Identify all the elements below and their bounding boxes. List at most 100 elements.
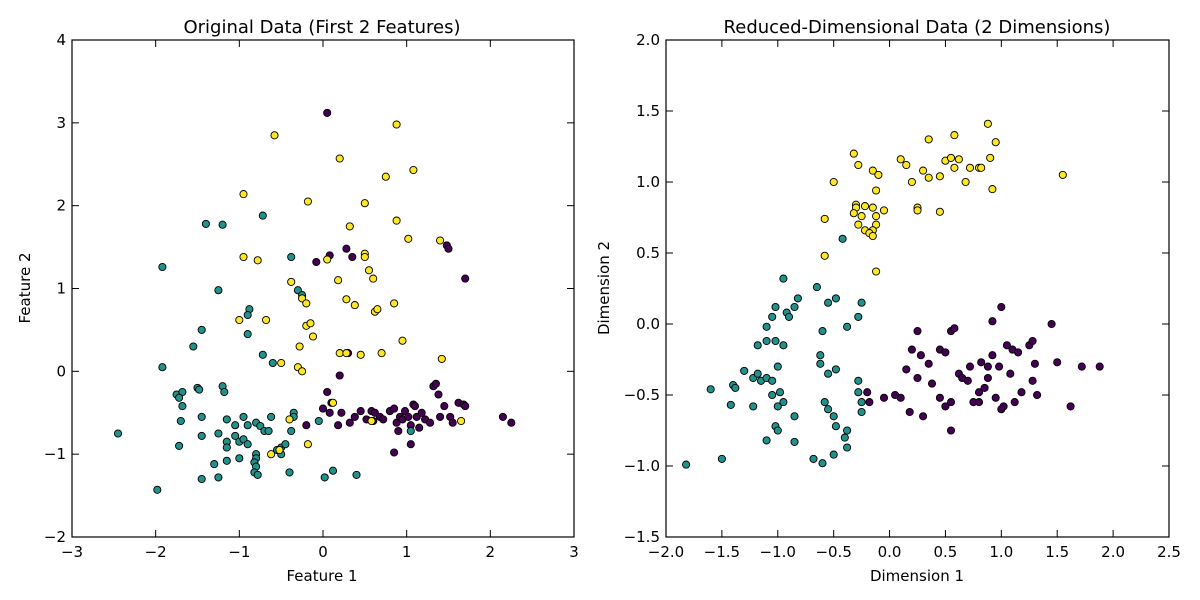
left-point-g1-13 (258, 350, 267, 359)
left-point-g2-9 (345, 222, 354, 231)
left-point-g2-47 (303, 440, 312, 449)
left-point-g1-64 (328, 466, 338, 475)
subplot-right: Reduced-Dimensional Data (2 Dimensions) … (595, 17, 1181, 585)
right-xtick-label-8: 2.0 (1101, 543, 1125, 561)
right-point-g2-33 (913, 206, 922, 215)
right-ytick-label-7: 2.0 (636, 31, 660, 49)
right-point-g1-46 (829, 412, 838, 421)
right-point-g1-34 (706, 385, 715, 394)
right-point-g2-12 (919, 166, 928, 175)
left-point-g1-42 (231, 431, 240, 440)
right-point-g2-46 (872, 267, 881, 276)
right-point-g2-10 (954, 155, 963, 164)
left-point-g1-4 (214, 286, 223, 295)
right-point-g1-28 (816, 359, 825, 368)
left-point-g0-30 (404, 412, 413, 421)
left-point-g2-20 (369, 274, 378, 283)
right-point-g0-26 (902, 365, 911, 374)
right-point-g0-6 (907, 345, 916, 354)
right-point-g0-55 (963, 376, 972, 385)
right-point-g1-57 (818, 459, 827, 468)
right-xtick-label-3: −0.5 (815, 543, 851, 561)
left-chart-title: Original Data (First 2 Features) (183, 17, 460, 38)
left-point-g0-16 (350, 412, 359, 421)
right-point-g0-28 (913, 373, 922, 383)
right-xtick-label-5: 0.5 (934, 543, 958, 561)
right-point-g0-16 (995, 362, 1004, 371)
left-point-g2-37 (356, 350, 365, 359)
right-point-g0-23 (1053, 358, 1062, 367)
right-point-g2-29 (860, 202, 870, 211)
left-point-g2-33 (398, 336, 407, 345)
right-point-g1-26 (768, 376, 777, 385)
right-point-g2-16 (977, 163, 986, 172)
left-point-g2-29 (262, 315, 271, 325)
right-point-g0-13 (977, 358, 986, 367)
left-xtick-label-6: 3 (569, 543, 579, 561)
left-point-g0-1 (312, 257, 321, 267)
left-point-g2-24 (350, 301, 359, 310)
right-point-g0-3 (988, 317, 997, 326)
right-point-g1-4 (790, 302, 799, 312)
right-point-g1-23 (753, 369, 762, 378)
right-point-g0-5 (1047, 319, 1056, 329)
right-point-g0-52 (974, 398, 984, 407)
left-point-g0-50 (507, 418, 516, 427)
left-point-g1-26 (222, 415, 231, 424)
left-point-g0-3 (342, 244, 351, 253)
right-point-g1-36 (775, 388, 785, 397)
left-point-g0-6 (444, 244, 453, 253)
right-point-g2-44 (868, 231, 877, 241)
right-point-g0-46 (905, 407, 914, 417)
left-point-g2-25 (390, 299, 399, 308)
left-point-g2-1 (392, 120, 401, 129)
right-point-g1-44 (773, 402, 782, 411)
left-point-g2-16 (360, 252, 369, 262)
left-point-g2-42 (298, 367, 307, 376)
right-point-g2-21 (868, 166, 877, 175)
right-point-g1-20 (816, 351, 825, 360)
right-point-g1-14 (843, 322, 852, 331)
right-point-g0-0 (913, 327, 922, 336)
left-point-g0-26 (394, 426, 403, 436)
right-point-g0-4 (997, 302, 1006, 312)
right-xtick-label-7: 1.5 (1045, 543, 1069, 561)
right-y-ticks: −1.5 −1.0 −0.5 0.0 0.5 1.0 1.5 2.0 (624, 31, 1169, 546)
left-point-g2-49 (457, 416, 466, 426)
right-ytick-label-5: 1.0 (636, 173, 660, 191)
left-point-g1-36 (175, 441, 184, 450)
left-point-g2-7 (360, 199, 369, 208)
left-point-g0-4 (348, 252, 357, 262)
right-point-g1-29 (824, 369, 833, 378)
left-point-g2-39 (437, 354, 446, 363)
left-ytick-label-6: 4 (56, 31, 66, 49)
right-point-g0-24 (1077, 362, 1086, 371)
right-point-g0-37 (983, 373, 992, 383)
right-point-g0-8 (924, 359, 933, 368)
right-point-g1-15 (818, 327, 827, 336)
left-point-g0-7 (461, 274, 470, 283)
right-point-g2-17 (924, 173, 933, 182)
right-point-g2-0 (983, 119, 992, 128)
right-point-g2-1 (950, 131, 959, 140)
left-ytick-label-1: −1 (44, 445, 66, 463)
right-point-g1-17 (771, 336, 780, 346)
right-point-g0-10 (941, 348, 950, 357)
left-point-g0-13 (325, 408, 334, 417)
right-chart-title: Reduced-Dimensional Data (2 Dimensions) (724, 17, 1111, 38)
right-point-g0-2 (950, 324, 959, 333)
right-point-g1-31 (854, 376, 863, 385)
right-point-g1-18 (753, 341, 762, 350)
right-point-g1-49 (843, 426, 852, 435)
left-point-g1-9 (189, 342, 198, 351)
right-point-g2-31 (879, 206, 889, 215)
left-point-g1-59 (197, 474, 206, 484)
right-xtick-label-2: −1.0 (760, 543, 796, 561)
right-point-g2-4 (849, 149, 858, 158)
left-point-g2-40 (277, 358, 286, 368)
right-point-g2-7 (902, 160, 911, 170)
left-point-g0-48 (461, 402, 470, 411)
left-point-g1-23 (178, 402, 187, 411)
left-ytick-label-4: 2 (56, 197, 66, 215)
